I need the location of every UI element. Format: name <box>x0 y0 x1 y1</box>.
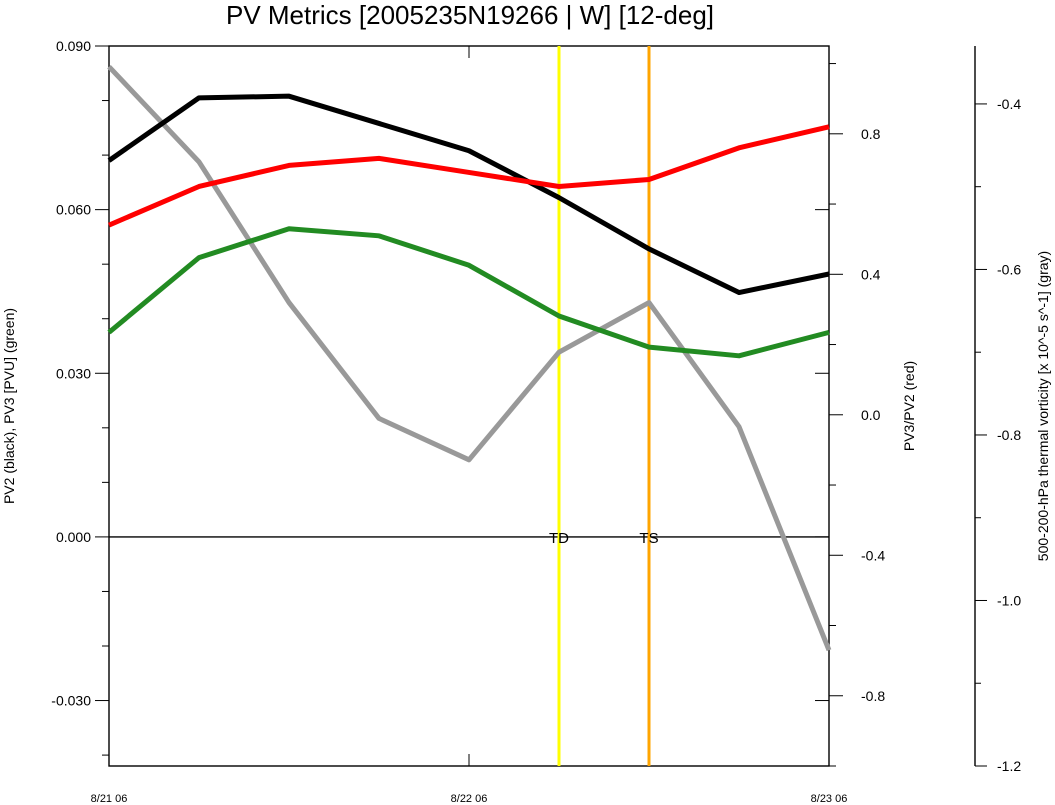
x-tick-label: 8/23 06 <box>811 793 848 805</box>
series-line-pv3 <box>107 226 830 359</box>
left-tick-label: 0.060 <box>56 202 91 218</box>
right-tick-label: -0.4 <box>861 547 885 563</box>
marker-label-ts: TS <box>639 530 658 547</box>
far-right-tick-label: -1.2 <box>997 758 1021 774</box>
left-tick-label: 0.030 <box>56 365 91 381</box>
marker-label-td: TD <box>549 530 569 547</box>
right-tick-label: 0.4 <box>861 266 881 282</box>
far-right-tick-label: -0.4 <box>997 96 1021 112</box>
right-axis-label: PV3/PV2 (red) <box>901 361 917 451</box>
left-tick-label: 0.000 <box>56 529 91 545</box>
series-line-thermal-vorticity <box>107 64 832 652</box>
right-tick-label: 0.0 <box>861 407 881 423</box>
plot-area: 0.090 0.060 0.030 0.000 -0.030 0.8 0.4 0.0 -0.4 -… <box>51 38 1021 805</box>
left-axis-label: PV2 (black), PV3 [PVU] (green) <box>1 308 17 504</box>
x-tick-label: 8/22 06 <box>451 793 488 805</box>
series-line-pv3-pv2 <box>108 124 830 228</box>
right-tick-label: -0.8 <box>861 688 885 704</box>
far-right-axis-label: 500-200-hPa thermal vorticity [x 10^-5 s… <box>1035 251 1051 561</box>
chart-title: PV Metrics [2005235N19266 | W] [12-deg] <box>226 0 714 30</box>
far-right-tick-label: -0.8 <box>997 427 1021 443</box>
far-right-tick-label: -1.0 <box>997 592 1021 608</box>
far-right-tick-label: -0.6 <box>997 261 1021 277</box>
left-tick-label: -0.030 <box>51 693 91 709</box>
left-tick-label: 0.090 <box>56 38 91 54</box>
x-tick-label: 8/21 06 <box>91 793 128 805</box>
right-tick-label: 0.8 <box>861 126 881 142</box>
series-line-pv2 <box>107 93 830 296</box>
